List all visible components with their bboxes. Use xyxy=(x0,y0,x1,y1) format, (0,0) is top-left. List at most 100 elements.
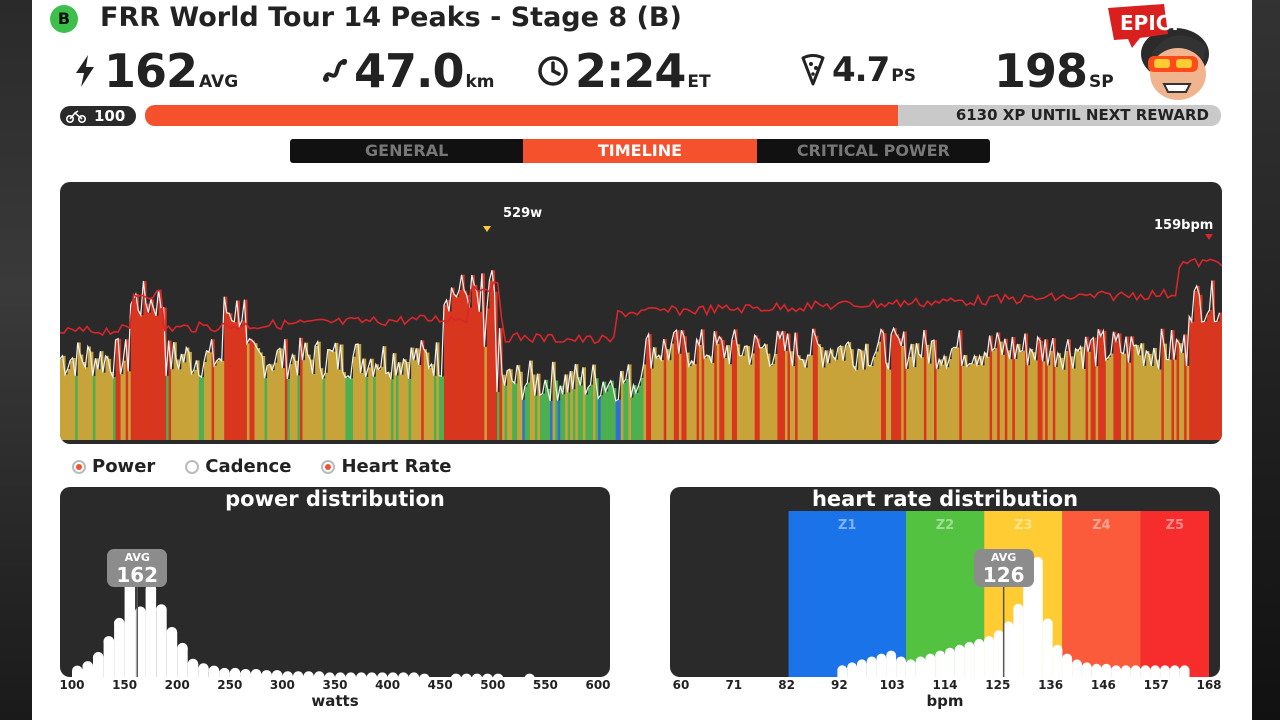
distribution-bar xyxy=(905,664,916,677)
power-bar xyxy=(605,391,609,440)
power-bar xyxy=(529,360,533,440)
power-distribution-chart: power distribution AVG 162 xyxy=(60,487,610,677)
lightning-bolt-icon xyxy=(76,55,94,87)
legend-cadence[interactable]: Cadence xyxy=(185,456,291,477)
pizza-slices-stat: 4.7 PS xyxy=(800,50,916,90)
x-tick-label: 71 xyxy=(725,678,743,692)
legend-power-toggle[interactable] xyxy=(72,459,86,474)
distribution-bar-cap xyxy=(857,659,867,670)
power-bar xyxy=(274,362,278,440)
background-left xyxy=(0,0,32,720)
distribution-bar-cap xyxy=(837,665,848,676)
power-bar xyxy=(1179,343,1183,440)
power-bar xyxy=(929,363,933,440)
tab-critical-power[interactable]: CRITICAL POWER xyxy=(796,141,950,160)
legend-power[interactable]: Power xyxy=(72,456,155,477)
power-bar xyxy=(971,363,975,440)
zone-label-z2: Z2 xyxy=(936,518,954,533)
power-bar xyxy=(716,343,720,440)
legend-heart-rate-label: Heart Rate xyxy=(341,456,452,477)
power-bar xyxy=(1126,336,1130,440)
power-avg-label: AVG xyxy=(124,551,150,564)
legend-heart-rate-toggle[interactable] xyxy=(321,459,336,474)
power-bar xyxy=(277,350,281,440)
power-bar xyxy=(140,315,144,440)
power-bar xyxy=(186,347,190,440)
power-bar xyxy=(651,368,655,440)
power-bar xyxy=(297,375,301,440)
power-bar xyxy=(1032,352,1036,440)
power-bar xyxy=(1153,348,1157,440)
elapsed-time-value: 2:24 xyxy=(575,44,686,98)
power-bar xyxy=(153,308,157,440)
power-bar xyxy=(95,358,99,440)
epic-mascot-icon: EPIC! xyxy=(1108,4,1209,100)
timeline-chart[interactable]: 529w 159bpm xyxy=(60,182,1222,444)
distribution-bar xyxy=(945,652,955,677)
power-bar xyxy=(522,399,526,440)
distribution-bar-cap xyxy=(366,672,378,677)
power-bar xyxy=(1174,359,1178,440)
distribution-bar xyxy=(124,582,136,677)
power-bar xyxy=(413,360,417,440)
power-bar xyxy=(284,339,288,440)
power-bar xyxy=(744,346,748,440)
power-bar xyxy=(128,371,132,440)
power-bar xyxy=(913,367,917,440)
power-bar xyxy=(757,338,761,440)
power-bar xyxy=(845,345,849,440)
power-bar xyxy=(941,364,945,440)
distribution-bar-cap xyxy=(945,647,955,658)
peak-power-marker xyxy=(483,226,491,232)
distribution-bar xyxy=(866,661,877,677)
power-bar xyxy=(67,369,71,440)
power-bar xyxy=(886,362,890,440)
power-bar xyxy=(206,350,210,440)
distribution-bar-cap xyxy=(472,673,482,677)
distribution-bar-cap xyxy=(335,672,346,677)
pizza-slices-unit: PS xyxy=(891,66,916,86)
legend-heart-rate[interactable]: Heart Rate xyxy=(321,456,451,477)
power-bar xyxy=(123,360,127,440)
power-bar xyxy=(317,341,321,440)
distribution-bar-cap xyxy=(345,672,357,677)
power-bar xyxy=(779,338,783,440)
power-bar xyxy=(378,369,382,440)
power-bar xyxy=(1156,359,1160,440)
power-bar xyxy=(1211,280,1215,440)
tab-general[interactable]: GENERAL xyxy=(365,141,449,160)
power-bar xyxy=(1206,314,1210,440)
power-bar xyxy=(860,350,864,440)
distribution-bar-cap xyxy=(240,669,251,677)
distribution-bar-cap xyxy=(482,673,493,677)
power-bar xyxy=(681,330,685,440)
power-bar xyxy=(428,368,432,440)
distribution-bar xyxy=(876,658,887,677)
sport-points-stat: 198 SP xyxy=(994,44,1114,98)
distribution-bar-cap xyxy=(451,673,461,677)
power-bar xyxy=(822,367,826,440)
power-bar xyxy=(944,356,948,440)
power-bar xyxy=(108,358,112,440)
legend-cadence-toggle[interactable] xyxy=(185,459,200,474)
power-bar xyxy=(423,349,427,440)
power-bar xyxy=(838,347,842,440)
distribution-bar-cap xyxy=(72,665,83,677)
distribution-bar xyxy=(1042,623,1053,677)
tab-timeline[interactable]: TIMELINE xyxy=(523,139,757,163)
power-bar xyxy=(603,381,607,440)
power-bar xyxy=(322,378,326,440)
power-bar xyxy=(630,397,634,440)
power-bar xyxy=(1196,285,1200,440)
power-bar xyxy=(254,343,258,440)
x-tick-label: 600 xyxy=(585,678,611,692)
distance-value: 47.0 xyxy=(354,44,464,98)
rider-level-badge: 100 xyxy=(60,106,136,126)
power-bar xyxy=(984,352,988,440)
timeline-plot xyxy=(60,226,1222,440)
power-bar xyxy=(724,358,728,440)
power-bar xyxy=(337,369,341,440)
power-bar xyxy=(908,356,912,440)
power-bar xyxy=(921,357,925,440)
distribution-bar xyxy=(1023,579,1033,677)
